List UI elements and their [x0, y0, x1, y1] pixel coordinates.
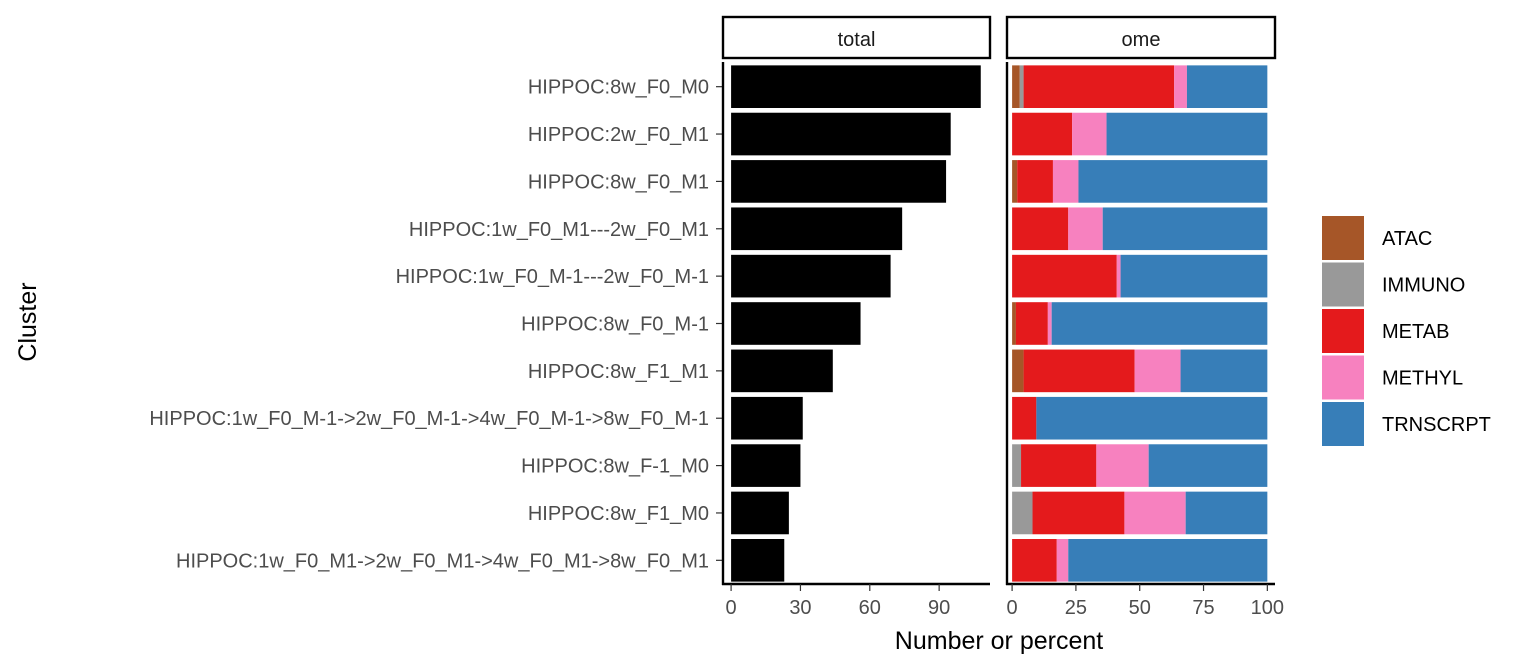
legend-label: IMMUNO	[1382, 275, 1465, 297]
bar	[731, 444, 801, 487]
legend-key-metab	[1322, 309, 1364, 353]
y-tick-label: HIPPOC:2w_F0_M1	[528, 124, 709, 146]
bar-segment-immuno	[1012, 444, 1022, 487]
bar	[731, 254, 891, 298]
legend-key-trnscrpt	[1322, 402, 1364, 446]
y-tick-label: HIPPOC:8w_F0_M1	[528, 171, 709, 193]
bar-segment-atac	[1012, 302, 1016, 345]
bar-segment-metab	[1015, 302, 1048, 345]
bar	[731, 349, 833, 393]
y-axis-title: Cluster	[14, 282, 42, 361]
y-tick-label: HIPPOC:1w_F0_M1->2w_F0_M1->4w_F0_M1->8w_…	[176, 550, 709, 572]
x-tick-label: 25	[1065, 597, 1087, 619]
bar-segment-methyl	[1052, 160, 1079, 203]
y-tick-label: HIPPOC:8w_F1_M0	[528, 503, 709, 525]
strip-box	[721, 15, 992, 60]
x-tick-label: 30	[789, 597, 811, 619]
bar-segment-immuno	[1019, 65, 1024, 108]
bar	[731, 396, 803, 440]
bar-segment-methyl	[1047, 302, 1052, 345]
bar	[731, 160, 947, 203]
bar-segment-trnscrpt	[1180, 349, 1268, 393]
bar-segment-metab	[1012, 112, 1073, 156]
bar-segment-trnscrpt	[1185, 491, 1268, 535]
x-tick-label: 75	[1192, 597, 1214, 619]
bar-segment-immuno	[1012, 491, 1033, 535]
bar-segment-atac	[1012, 349, 1024, 393]
bar-segment-metab	[1023, 349, 1135, 393]
y-tick-label: HIPPOC:8w_F-1_M0	[521, 456, 709, 478]
bar-segment-atac	[1012, 160, 1018, 203]
bar-segment-trnscrpt	[1036, 396, 1268, 440]
bar-segment-methyl	[1072, 112, 1107, 156]
x-tick-label: 100	[1251, 597, 1284, 619]
bar	[731, 112, 951, 156]
bar-segment-metab	[1032, 491, 1125, 535]
bar-segment-methyl	[1134, 349, 1181, 393]
y-axis-labels: HIPPOC:8w_F0_M0 HIPPOC:2w_F0_M1 HIPPOC:8w_…	[149, 77, 723, 572]
bar-segment-metab	[1021, 444, 1097, 487]
bar-segment-metab	[1012, 396, 1037, 440]
legend-label: METAB	[1382, 321, 1449, 343]
bar-segment-atac	[1012, 65, 1020, 108]
bar-segment-methyl	[1116, 254, 1121, 298]
bar-segment-trnscrpt	[1148, 444, 1268, 487]
y-tick-label: HIPPOC:1w_F0_M-1---2w_F0_M-1	[396, 266, 709, 288]
y-tick-label: HIPPOC:8w_F0_M0	[528, 77, 709, 99]
x-axis-title: Number or percent	[895, 627, 1103, 655]
legend-key-atac	[1322, 216, 1364, 260]
bar-segment-trnscrpt	[1102, 207, 1268, 251]
bar-segment-metab	[1012, 539, 1057, 582]
legend: ATAC IMMUNO METAB METHYL TRNSCRPT	[1322, 216, 1491, 446]
y-tick-label: HIPPOC:8w_F0_M-1	[521, 314, 709, 336]
y-tick-label: HIPPOC:1w_F0_M-1->2w_F0_M-1->4w_F0_M-1->…	[149, 408, 709, 430]
panel-total: total 0 30 60 90	[721, 15, 992, 619]
bar-segment-methyl	[1096, 444, 1149, 487]
bar	[731, 491, 789, 535]
bar-segment-methyl	[1174, 65, 1187, 108]
strip-label: ome	[1122, 29, 1161, 51]
legend-label: METHYL	[1382, 368, 1463, 390]
bar-segment-trnscrpt	[1106, 112, 1268, 156]
bar	[731, 302, 861, 345]
legend-label: TRNSCRPT	[1382, 414, 1491, 436]
bar-segment-trnscrpt	[1051, 302, 1268, 345]
panels: total 0 30 60 90 ome 0 25 50 75 100	[721, 15, 1284, 619]
bar-segment-trnscrpt	[1078, 160, 1268, 203]
bar-segment-methyl	[1068, 207, 1103, 251]
bar-segment-methyl	[1124, 491, 1186, 535]
strip-label: total	[838, 29, 876, 51]
bar	[731, 65, 981, 108]
y-tick-label: HIPPOC:1w_F0_M1---2w_F0_M1	[409, 219, 709, 241]
x-tick-label: 0	[1007, 597, 1018, 619]
panel-ome: ome 0 25 50 75 100	[1005, 15, 1284, 619]
x-tick-label: 0	[726, 597, 737, 619]
bar	[731, 539, 785, 582]
bar-segment-trnscrpt	[1186, 65, 1268, 108]
bar-segment-metab	[1012, 207, 1069, 251]
bar-segment-metab	[1023, 65, 1175, 108]
legend-label: ATAC	[1382, 228, 1432, 250]
bar-segment-metab	[1012, 254, 1117, 298]
bar	[731, 207, 903, 251]
legend-key-methyl	[1322, 355, 1364, 400]
x-tick-label: 90	[928, 597, 950, 619]
bar-segment-trnscrpt	[1068, 539, 1268, 582]
x-tick-label: 50	[1129, 597, 1151, 619]
legend-key-immuno	[1322, 262, 1364, 307]
strip-box	[1005, 15, 1277, 60]
bar-segment-methyl	[1056, 539, 1069, 582]
bar-segment-trnscrpt	[1120, 254, 1268, 298]
bar-segment-metab	[1017, 160, 1053, 203]
x-tick-label: 60	[859, 597, 881, 619]
y-tick-label: HIPPOC:8w_F1_M1	[528, 361, 709, 383]
